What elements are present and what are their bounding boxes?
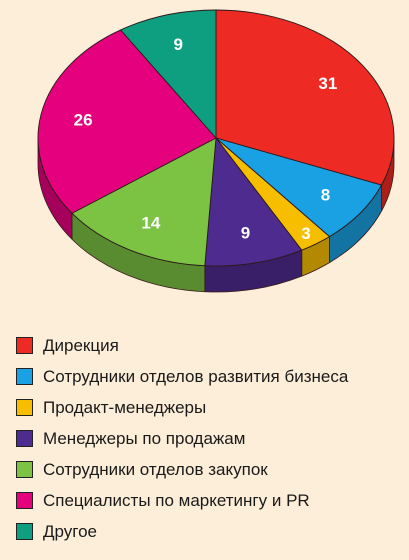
chart-legend: Дирекция Сотрудники отделов развития бизн… [16,330,406,547]
legend-item: Другое [16,516,406,547]
legend-label: Сотрудники отделов развития бизнеса [43,366,349,386]
pie-slice-сотрудники-отделов-закупок [71,137,217,267]
pie-slice-специалисты-по-маркетингу-и-pr [37,29,217,214]
legend-label: Другое [43,521,98,541]
slice-value-label: 31 [318,74,337,93]
legend-swatch [16,399,33,416]
legend-item: Сотрудники отделов развития бизнеса [16,361,406,392]
pie-chart-svg: 31 83 9 14 26 9 [37,9,395,293]
pie-value-labels: 31 83 9 14 26 9 [74,35,338,243]
pie-slice-дирекция [215,9,395,186]
legend-swatch [16,337,33,354]
pie-chart: 31 8 3 9 14 26 9 [37,9,395,293]
legend-item: Сотрудники отделов закупок [16,454,406,485]
legend-swatch [16,368,33,385]
legend-label: Сотрудники отделов закупок [43,459,268,479]
slice-value-label: 9 [241,223,250,242]
legend-label: Специалисты по маркетингу и PR [43,490,310,510]
legend-label: Дирекция [43,335,119,355]
legend-item: Менеджеры по продажам [16,423,406,454]
pie-top-faces [37,9,395,267]
legend-swatch [16,430,33,447]
legend-swatch [16,461,33,478]
legend-label: Продакт-менеджеры [43,397,207,417]
slice-value-label: 8 [321,186,330,205]
slice-value-label: 9 [174,35,183,54]
legend-label: Менеджеры по продажам [43,428,246,448]
legend-item: Специалисты по маркетингу и PR [16,485,406,516]
slice-value-label: 14 [141,214,160,233]
pie-slice-сотрудники-отделов-развития-бизнеса [215,137,382,238]
legend-item: Продакт-менеджеры [16,392,406,423]
legend-swatch [16,523,33,540]
legend-swatch [16,492,33,509]
legend-item: Дирекция [16,330,406,361]
pie-slice-менеджеры-по-продажам [204,137,303,267]
slice-value-label: 26 [74,110,93,129]
pie-slice-другое [120,9,217,139]
slice-value-label: 3 [301,224,310,243]
